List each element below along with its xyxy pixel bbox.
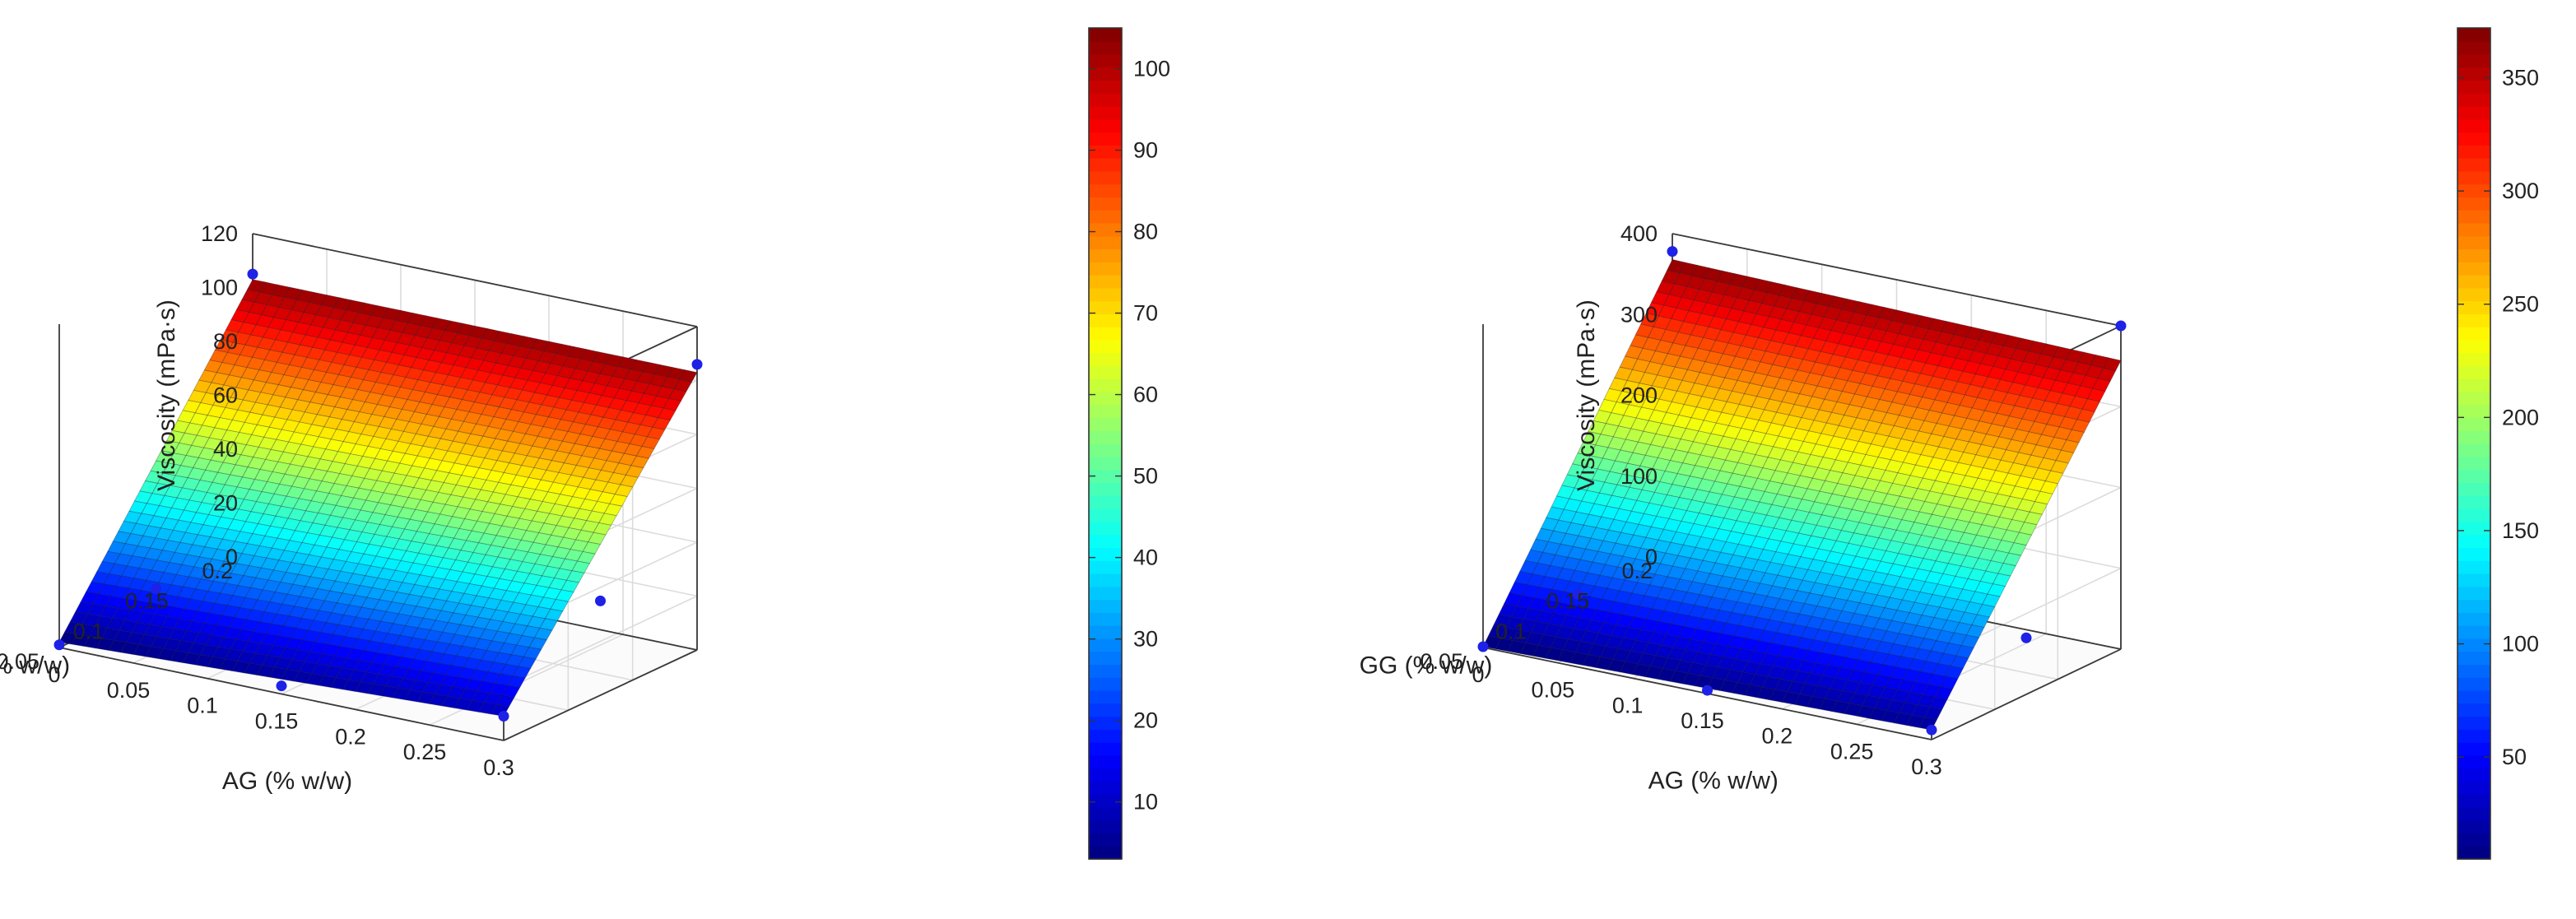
x-tick-label: 0.3 [483,755,514,780]
z-tick-label: 100 [201,276,238,300]
colorbar-tick-label: 40 [1133,545,1158,570]
colorbar-tick-label: 200 [2502,405,2539,429]
z-tick-label: 20 [213,491,238,516]
data-point [276,680,287,692]
y-tick-label: 0.2 [1621,559,1653,583]
z-tick-label: 0 [226,545,238,569]
viscosity-surface [1482,258,2122,731]
y-tick-label: 0.15 [125,589,169,614]
y-tick-label: 0.1 [73,619,105,643]
data-point [247,268,258,280]
y-tick-label: 0.15 [1546,589,1590,614]
y-axis-label: GG (% w/w) [0,652,70,680]
colorbar-tick-label: 80 [1133,220,1158,244]
x-axis-label: AG (% w/w) [1648,768,1779,795]
data-point [2020,632,2032,643]
x-axis-label: AG (% w/w) [222,768,352,795]
z-tick-label: 200 [1620,383,1658,408]
colorbar-tick-label: 300 [2502,179,2539,203]
colorbar-tick-label: 60 [1133,383,1158,407]
colorbar-tick-label: 10 [1133,790,1158,815]
y-tick-label: 0.2 [202,559,233,583]
x-tick-label: 0.05 [1532,678,1575,703]
colorbar-tick-label: 100 [1133,57,1170,81]
x-tick-label: 0.15 [1681,708,1724,733]
z-tick-label: 0 [1645,545,1658,569]
data-point [1702,685,1713,696]
data-point [691,359,703,370]
x-tick-label: 0 [48,662,60,687]
x-tick-label: 0.15 [255,709,299,734]
data-point [1477,641,1489,652]
x-tick-label: 0.25 [1830,739,1874,764]
y-axis-label: GG (% w/w) [1360,652,1493,680]
y-tick-label: 0.05 [1420,649,1463,674]
z-axis-label: Viscosity (mPa·s) [153,299,180,491]
colorbar-tick-label: 50 [2502,745,2527,769]
z-tick-label: 40 [213,437,238,462]
z-tick-label: 100 [1620,464,1658,489]
z-tick-label: 400 [1620,221,1658,246]
colorbar-tick-label: 150 [2502,518,2539,543]
x-tick-label: 0.05 [107,678,151,703]
colorbar-tick-label: 50 [1133,464,1158,489]
colorbar-tick-label: 90 [1133,138,1158,163]
z-tick-label: 120 [201,221,238,246]
x-tick-label: 0.2 [335,724,366,749]
colorbar: 50 100 150 200 250 300 350 [2457,27,2539,860]
x-tick-label: 0.2 [1762,724,1793,749]
colorbar: 10 20 30 40 50 60 70 80 90 100 [1088,27,1170,860]
data-point [1572,588,1583,600]
tick-labels: 01002003004000.050.10.150.200.050.10.150… [1420,221,1941,779]
z-tick-label: 60 [213,383,238,408]
x-tick-label: 0 [1472,662,1484,687]
data-point [1926,724,1937,736]
data-point [1667,246,1678,258]
colorbar-tick-label: 20 [1133,708,1158,733]
y-tick-label: 0.1 [1495,619,1527,643]
data-point [498,711,509,722]
data-point [2115,320,2127,332]
x-tick-label: 0.3 [1911,754,1942,779]
x-tick-label: 0.1 [1612,693,1644,717]
data-point [53,639,65,651]
x-tick-label: 0.1 [187,694,218,718]
y-tick-label: 0.05 [0,649,40,674]
tick-labels: 0204060801001200.050.10.150.200.050.10.1… [0,221,514,780]
colorbar-tick-label: 250 [2502,292,2539,317]
data-point [151,583,161,595]
colorbar-tick-label: 350 [2502,66,2539,91]
colorbar-tick-label: 30 [1133,627,1158,652]
z-tick-label: 300 [1620,302,1658,327]
right-surface-plot: 01002003004000.050.10.150.200.050.10.150… [1360,27,2539,860]
viscosity-surface [58,279,698,717]
data-points [1477,246,2127,736]
colorbar-tick-label: 100 [2502,632,2539,657]
left-surface-plot: 0204060801001200.050.10.150.200.050.10.1… [0,27,1170,860]
z-axis-label: Viscosity (mPa·s) [1573,299,1600,491]
data-points [53,268,703,722]
data-point [595,595,606,606]
z-tick-label: 80 [213,329,238,354]
x-tick-label: 0.25 [403,740,447,764]
colorbar-tick-label: 70 [1133,301,1158,326]
